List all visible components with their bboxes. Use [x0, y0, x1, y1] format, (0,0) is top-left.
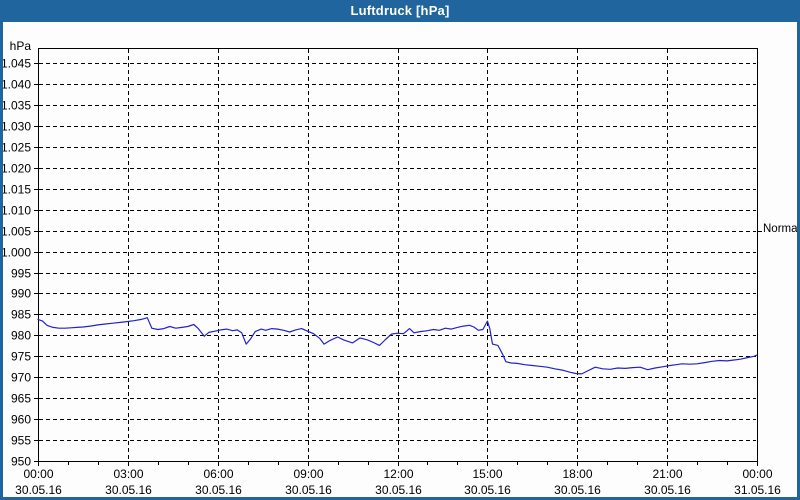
x-tick-date-label: 30.05.16 — [15, 483, 62, 497]
y-tick-label: 1.020 — [3, 162, 31, 176]
y-tick-label: 1.025 — [3, 141, 31, 155]
x-tick-time-label: 21:00 — [652, 467, 682, 481]
x-tick-date-label: 30.05.16 — [464, 483, 511, 497]
y-tick-label: 980 — [11, 329, 31, 343]
axes-and-ticks — [34, 63, 762, 466]
x-tick-date-label: 30.05.16 — [285, 483, 332, 497]
y-tick-label: 960 — [11, 413, 31, 427]
x-tick-time-label: 06:00 — [203, 467, 233, 481]
chart-area: 950 955 960 965 970 975 980 985 990 995 1.000 1.005… — [3, 22, 797, 497]
y-tick-label: 1.015 — [3, 183, 31, 197]
y-tick-label: 990 — [11, 287, 31, 301]
x-tick-time-label: 00:00 — [742, 467, 772, 481]
y-tick-label: 970 — [11, 371, 31, 385]
y-tick-label: 1.035 — [3, 99, 31, 113]
x-tick-date-label: 30.05.16 — [375, 483, 422, 497]
y-tick-label: 1.010 — [3, 204, 31, 218]
y-tick-label: 1.040 — [3, 78, 31, 92]
y-tick-label: 975 — [11, 350, 31, 364]
x-tick-date-label: 30.05.16 — [195, 483, 242, 497]
x-tick-time-label: 12:00 — [383, 467, 413, 481]
pressure-line-chart: 950 955 960 965 970 975 980 985 990 995 1.000 1.005… — [3, 39, 781, 497]
x-tick-time-label: 03:00 — [113, 467, 143, 481]
x-tick-time-label: 15:00 — [472, 467, 502, 481]
normal-pressure-label: Normal — [763, 222, 797, 235]
gridlines — [39, 49, 756, 460]
y-tick-label: 950 — [11, 455, 31, 469]
x-tick-time-label: 00:00 — [23, 467, 53, 481]
x-tick-date-label: 30.05.16 — [105, 483, 152, 497]
y-tick-label: 965 — [11, 392, 31, 406]
y-tick-label: 1.030 — [3, 120, 31, 134]
axis-labels: 950 955 960 965 970 975 980 985 990 995 1.000 1.005… — [3, 39, 781, 497]
y-tick-label: 985 — [11, 308, 31, 322]
y-tick-label: 1.005 — [3, 225, 31, 239]
x-tick-time-label: 18:00 — [562, 467, 592, 481]
x-tick-date-label: 30.05.16 — [554, 483, 601, 497]
y-axis-unit-label: hPa — [10, 39, 32, 53]
x-tick-date-label: 31.05.16 — [734, 483, 781, 497]
y-tick-label: 1.000 — [3, 246, 31, 260]
y-tick-label: 1.045 — [3, 57, 31, 71]
x-tick-date-label: 30.05.16 — [644, 483, 691, 497]
y-tick-label: 995 — [11, 267, 31, 281]
window-title: Luftdruck [hPa] — [350, 3, 450, 18]
x-tick-time-label: 09:00 — [293, 467, 323, 481]
title-bar: Luftdruck [hPa] — [3, 0, 797, 22]
y-tick-label: 955 — [11, 434, 31, 448]
pressure-series-line — [37, 317, 758, 375]
plot-border — [38, 48, 758, 462]
